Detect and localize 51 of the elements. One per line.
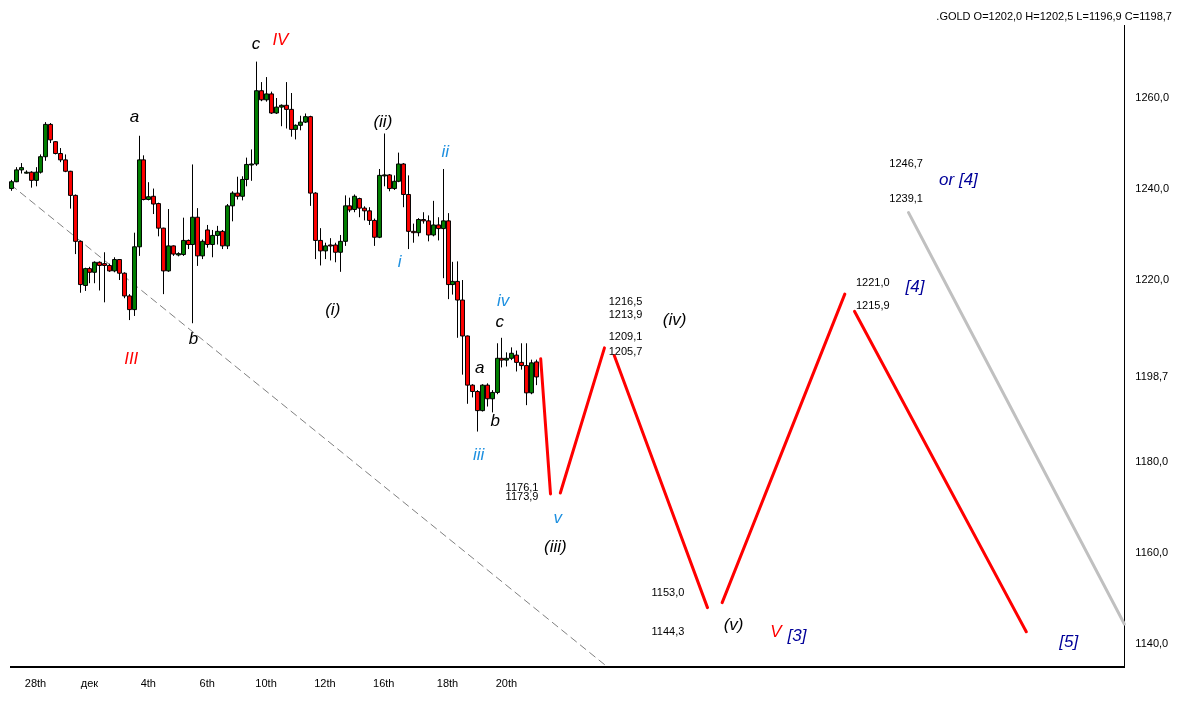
annotation: iv [496, 290, 511, 310]
annotation: ii [441, 141, 451, 161]
annotation: b [188, 329, 199, 349]
x-tick-label: 18th [436, 677, 459, 690]
annotation: iii [472, 445, 486, 465]
annotation: i [397, 252, 403, 272]
y-tick-label: 1260,0 [1135, 91, 1170, 104]
annotation: v [553, 508, 564, 528]
annotation: c [495, 312, 505, 331]
x-tick-label: 16th [373, 677, 395, 690]
annotation: [5] [1058, 631, 1080, 651]
annotation: 1221,0 [855, 275, 890, 288]
annotation: 1176,1 [505, 480, 539, 493]
annotation: (iv) [662, 310, 687, 330]
x-tick-label: 6th [199, 677, 215, 690]
annotation: (i) [325, 300, 341, 320]
annotation: 1215,9 [855, 298, 890, 311]
annotation: 1216,5 [608, 294, 643, 307]
annotation: (iii) [544, 537, 567, 557]
annotation: (v) [723, 614, 744, 634]
x-tick-label: 10th [255, 677, 277, 690]
annotation: 1213,9 [608, 308, 643, 321]
y-tick-label: 1198,7 [1135, 369, 1169, 382]
annotation: IV [272, 29, 291, 49]
annotation: 1246,7 [889, 157, 923, 170]
annotation: 1144,3 [651, 625, 685, 638]
x-tick-label: 4th [140, 677, 156, 690]
y-tick-label: 1240,0 [1135, 182, 1170, 195]
annotation: (ii) [373, 112, 393, 132]
annotation: [3] [786, 626, 808, 646]
y-tick-label: 1140,0 [1135, 637, 1169, 650]
x-tick-label: 28th [24, 677, 47, 690]
y-tick-label: 1220,0 [1135, 273, 1170, 286]
x-tick-label: 12th [314, 677, 336, 690]
annotation: V [770, 621, 784, 641]
annotation: 1205,7 [608, 345, 643, 358]
y-tick-label: 1160,0 [1135, 546, 1169, 559]
annotation: III [124, 348, 139, 368]
y-tick-label: 1180,0 [1135, 455, 1169, 468]
x-tick-label: дек [80, 677, 99, 690]
annotation: a [129, 106, 140, 126]
chart-title: .GOLD O=1202,0 H=1202,5 L=1196,9 C=1198,7 [936, 9, 1172, 22]
annotation: [4] [904, 277, 926, 297]
annotation: 1153,0 [651, 586, 685, 599]
x-tick-label: 20th [495, 677, 518, 690]
annotation: a [474, 358, 485, 378]
annotation: or [4] [939, 169, 980, 189]
annotation: b [490, 411, 501, 431]
annotation: c [251, 34, 261, 54]
annotation: 1209,1 [608, 330, 643, 343]
annotation: 1239,1 [889, 192, 923, 205]
